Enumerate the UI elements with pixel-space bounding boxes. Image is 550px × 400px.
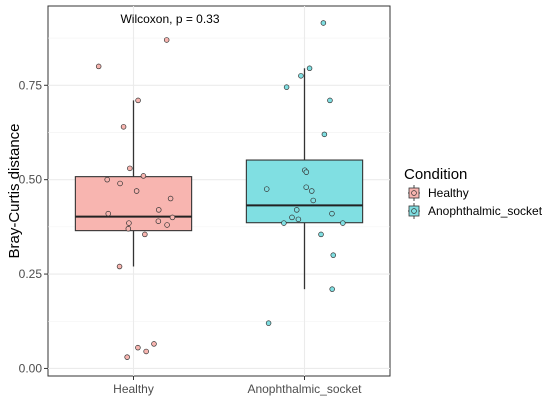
data-point <box>329 210 335 217</box>
y-axis-title: Bray-Curtis distance <box>6 123 23 258</box>
data-point <box>156 207 162 213</box>
data-point <box>126 220 132 226</box>
iqr-box <box>74 176 193 232</box>
data-point <box>320 20 327 26</box>
y-tick-label: 0.25 <box>19 267 43 281</box>
data-point <box>125 226 132 232</box>
data-point <box>283 84 290 90</box>
x-axis: Healthy Anophthalmic_socket <box>113 376 362 396</box>
legend: Condition Healthy Anophthalmic_socket <box>404 166 543 219</box>
data-point <box>116 263 123 270</box>
legend-title: Condition <box>404 166 467 183</box>
legend-key-point <box>411 208 417 214</box>
data-point <box>127 165 133 172</box>
data-point <box>95 63 102 70</box>
data-point <box>321 131 328 138</box>
data-point <box>329 286 335 292</box>
legend-key-point <box>411 190 417 196</box>
data-point <box>105 210 112 217</box>
data-point <box>167 195 174 202</box>
data-point <box>303 184 309 190</box>
legend-label: Anophthalmic_socket <box>428 204 543 218</box>
data-point <box>120 124 127 130</box>
x-tick-label: Healthy <box>113 382 154 396</box>
data-point <box>135 97 141 104</box>
data-point <box>303 169 310 175</box>
data-point <box>327 97 333 104</box>
data-point <box>124 354 130 360</box>
data-point <box>151 341 157 347</box>
data-point <box>143 348 149 355</box>
data-point <box>295 216 302 223</box>
point-layer <box>95 20 346 360</box>
x-tick-label: Anophthalmic_socket <box>247 382 362 396</box>
stat-annotation: Wilcoxon, p = 0.33 <box>120 12 219 26</box>
data-point <box>117 180 123 187</box>
data-point <box>318 231 324 238</box>
data-point <box>155 218 162 224</box>
data-point <box>169 214 176 221</box>
y-tick-label: 0.00 <box>19 361 43 375</box>
data-point <box>140 173 147 179</box>
data-point <box>293 207 300 213</box>
data-point <box>281 220 287 226</box>
data-point <box>163 37 170 43</box>
data-point <box>135 344 141 351</box>
data-point <box>340 220 346 226</box>
data-point <box>104 176 110 183</box>
y-tick-label: 0.75 <box>19 78 43 92</box>
data-point <box>330 252 337 258</box>
data-point <box>164 222 170 228</box>
data-point <box>310 197 316 204</box>
data-point <box>142 231 148 238</box>
data-point <box>298 73 304 79</box>
y-tick-label: 0.50 <box>19 173 43 187</box>
legend-label: Healthy <box>428 186 469 200</box>
data-point <box>263 186 270 192</box>
data-point <box>265 320 272 326</box>
data-point <box>309 188 315 194</box>
data-point <box>306 65 313 72</box>
data-point <box>133 188 140 194</box>
y-axis: 0.00 0.25 0.50 0.75 <box>19 78 48 375</box>
data-point <box>289 214 295 221</box>
